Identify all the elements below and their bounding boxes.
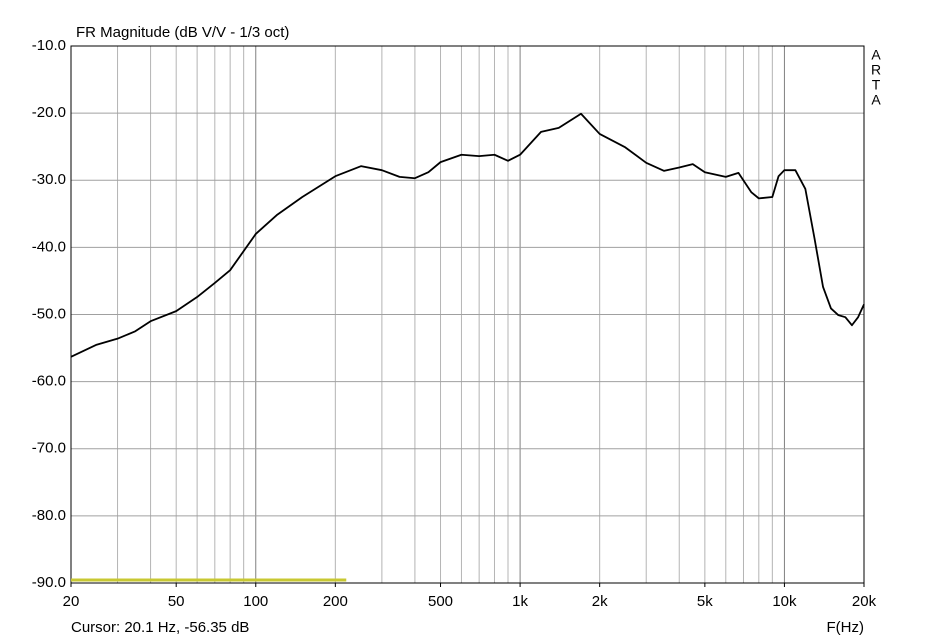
plot-frame xyxy=(70,45,865,584)
brand-letter: A xyxy=(871,92,881,108)
brand-letter: T xyxy=(872,77,881,93)
y-tick-label: -40.0 xyxy=(32,238,66,255)
y-tick-label: -50.0 xyxy=(32,305,66,322)
y-tick-label: -20.0 xyxy=(32,104,66,121)
x-tick-label: 5k xyxy=(697,593,713,610)
brand-letter: A xyxy=(871,47,881,63)
y-tick-label: -30.0 xyxy=(32,171,66,188)
chart-title: FR Magnitude (dB V/V - 1/3 oct) xyxy=(76,24,289,41)
x-tick-label: 100 xyxy=(243,593,268,610)
x-axis-label: F(Hz) xyxy=(827,619,865,636)
x-tick-label: 50 xyxy=(168,593,185,610)
y-tick-label: -70.0 xyxy=(32,440,66,457)
x-tick-label: 500 xyxy=(428,593,453,610)
x-tick-label: 20k xyxy=(852,593,877,610)
y-tick-label: -90.0 xyxy=(32,574,66,591)
x-tick-label: 10k xyxy=(772,593,797,610)
y-tick-label: -10.0 xyxy=(32,37,66,54)
x-tick-label: 1k xyxy=(512,593,528,610)
brand-letter: R xyxy=(871,62,881,78)
y-tick-label: -60.0 xyxy=(32,373,66,390)
x-tick-label: 2k xyxy=(592,593,608,610)
x-tick-label: 20 xyxy=(63,593,80,610)
response-curve xyxy=(70,112,865,358)
x-tick-label: 200 xyxy=(323,593,348,610)
cursor-readout: Cursor: 20.1 Hz, -56.35 dB xyxy=(71,619,249,636)
y-tick-label: -80.0 xyxy=(32,507,66,524)
